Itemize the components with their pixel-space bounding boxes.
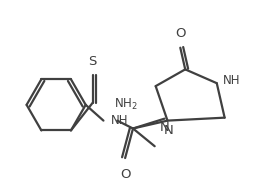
Text: O: O — [120, 168, 130, 181]
Text: S: S — [88, 55, 97, 68]
Text: N: N — [164, 124, 173, 137]
Text: NH$_2$: NH$_2$ — [114, 97, 138, 112]
Text: NH: NH — [223, 74, 240, 87]
Text: NH: NH — [111, 114, 129, 127]
Text: N: N — [160, 121, 170, 134]
Text: O: O — [175, 27, 186, 40]
